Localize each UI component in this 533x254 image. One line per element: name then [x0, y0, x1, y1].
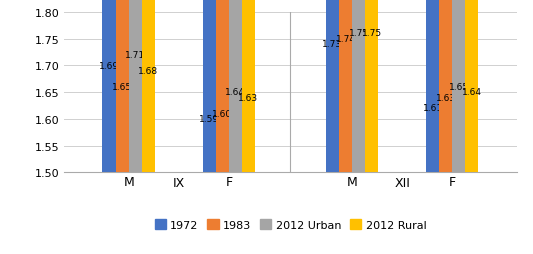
Bar: [116, 0, 128, 173]
Text: 1.74: 1.74: [336, 35, 356, 44]
Text: IX: IX: [173, 177, 185, 189]
Text: 1.75: 1.75: [362, 29, 382, 38]
Text: 1.64: 1.64: [225, 88, 245, 97]
Text: 1.73: 1.73: [322, 40, 343, 49]
Bar: [102, 0, 116, 173]
Text: 1.59: 1.59: [199, 115, 219, 124]
Text: XII: XII: [394, 177, 410, 189]
Text: 1.69: 1.69: [99, 61, 119, 70]
Legend: 1972, 1983, 2012 Urban, 2012 Rural: 1972, 1983, 2012 Urban, 2012 Rural: [150, 215, 431, 234]
Bar: [365, 0, 378, 173]
Text: 1.68: 1.68: [138, 67, 158, 76]
Bar: [216, 0, 229, 173]
Bar: [339, 0, 352, 173]
Text: 1.63: 1.63: [238, 93, 259, 102]
Text: 1.71: 1.71: [125, 51, 146, 60]
Text: 1.64: 1.64: [462, 88, 482, 97]
Bar: [326, 0, 339, 173]
Text: 1.60: 1.60: [212, 109, 232, 118]
Bar: [229, 0, 242, 173]
Text: 1.61: 1.61: [423, 104, 443, 113]
Text: 1.63: 1.63: [435, 93, 456, 102]
Text: 1.65: 1.65: [449, 83, 469, 92]
Bar: [465, 0, 479, 173]
Text: 1.75: 1.75: [349, 29, 369, 38]
Bar: [242, 0, 255, 173]
Bar: [142, 0, 155, 173]
Bar: [439, 0, 453, 173]
Bar: [352, 0, 365, 173]
Bar: [128, 0, 142, 173]
Text: 1.65: 1.65: [112, 83, 132, 92]
Bar: [203, 0, 216, 173]
Bar: [426, 0, 439, 173]
Bar: [453, 0, 465, 173]
